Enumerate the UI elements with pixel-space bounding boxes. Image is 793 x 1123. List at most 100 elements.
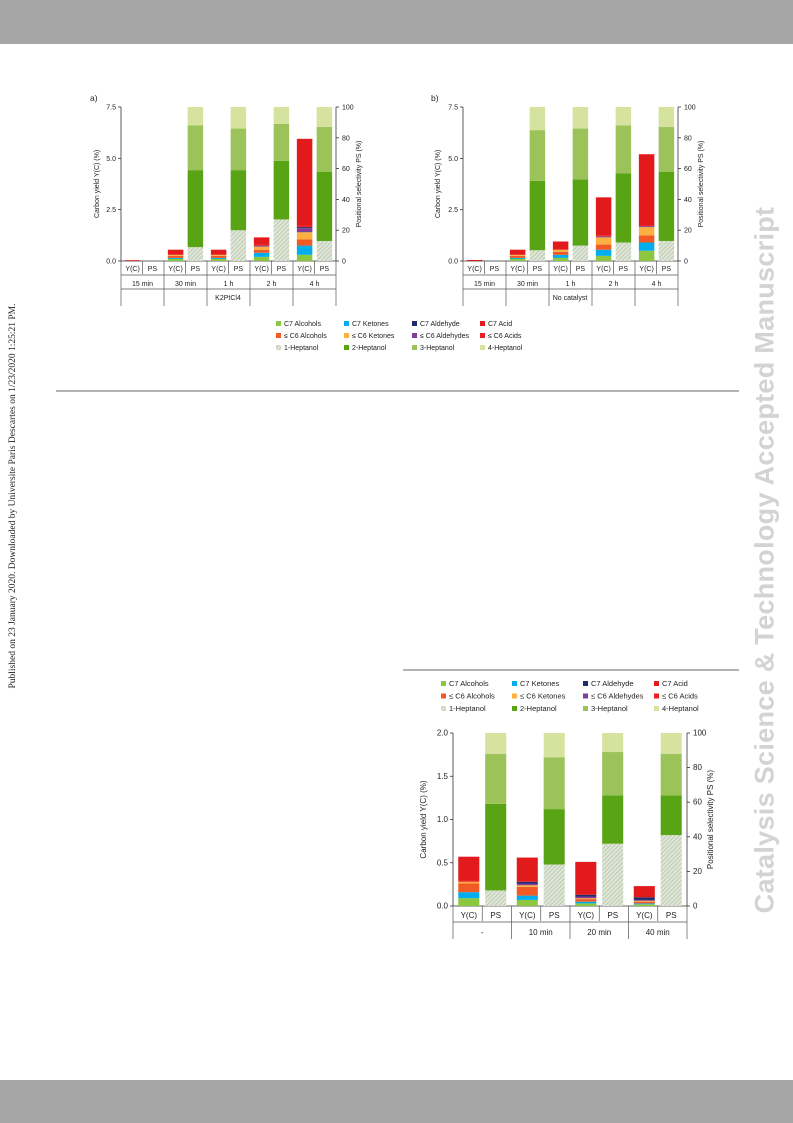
yield-bar-segment bbox=[167, 254, 184, 256]
y2-tick-label: 100 bbox=[342, 105, 354, 112]
y2-tick-label: 80 bbox=[342, 135, 350, 142]
legend-label: C7 Alcohols bbox=[449, 679, 489, 688]
selectivity-bar-segment bbox=[602, 752, 624, 796]
yield-bar-segment bbox=[638, 242, 655, 251]
legend-label: ≤ C6 Ketones bbox=[520, 692, 566, 701]
legend-label: 4-Heptanol bbox=[488, 345, 523, 352]
yield-bar-segment bbox=[458, 883, 480, 893]
selectivity-bar-segment bbox=[316, 127, 333, 172]
yield-bar-segment bbox=[296, 239, 313, 246]
legend-swatch bbox=[412, 333, 417, 338]
group-label: 40 min bbox=[646, 928, 670, 937]
selectivity-bar-segment bbox=[230, 128, 247, 171]
yield-bar-segment bbox=[638, 154, 655, 226]
selectivity-bar-segment bbox=[273, 219, 290, 261]
yield-bar-segment bbox=[575, 861, 597, 895]
bar-label-yield: Y(C) bbox=[467, 266, 481, 273]
yield-bar-segment bbox=[516, 895, 538, 900]
group-label: 2 h bbox=[609, 281, 619, 288]
selectivity-bar-segment bbox=[485, 803, 507, 891]
y2-tick-label: 40 bbox=[693, 832, 702, 841]
yield-bar-segment bbox=[638, 250, 655, 261]
y-tick-label: 2.5 bbox=[106, 207, 116, 214]
yield-bar-segment bbox=[509, 255, 526, 258]
y2-tick-label: 100 bbox=[693, 729, 707, 738]
y2-tick-label: 60 bbox=[684, 166, 692, 173]
bar-label-yield: Y(C) bbox=[254, 266, 268, 273]
yield-bar-segment bbox=[210, 258, 227, 261]
group-label: - bbox=[481, 928, 484, 937]
yield-bar-segment bbox=[253, 237, 270, 245]
y2-tick-label: 80 bbox=[693, 763, 702, 772]
bar-label-ps: PS bbox=[490, 266, 500, 273]
yield-bar-segment bbox=[253, 252, 270, 257]
legend-label: ≤ C6 Alcohols bbox=[284, 333, 327, 340]
y2-tick-label: 0 bbox=[693, 902, 698, 911]
yield-bar-segment bbox=[296, 228, 313, 233]
group-label: 4 h bbox=[652, 281, 662, 288]
selectivity-bar-segment bbox=[485, 753, 507, 804]
bottom-band bbox=[0, 1080, 793, 1123]
bar-label-ps: PS bbox=[320, 266, 330, 273]
group-label: 2 h bbox=[267, 281, 277, 288]
bar-label-yield: Y(C) bbox=[297, 266, 311, 273]
bar-label-ps: PS bbox=[666, 911, 677, 920]
legend-swatch bbox=[276, 345, 281, 350]
yield-bar-segment bbox=[296, 227, 313, 229]
legend-label: ≤ C6 Aldehydes bbox=[591, 692, 644, 701]
yield-bar-segment bbox=[458, 892, 480, 899]
selectivity-bar-segment bbox=[543, 757, 565, 810]
y-axis-title: Carbon yield Y(C) (%) bbox=[435, 150, 442, 218]
selectivity-bar-segment bbox=[273, 107, 290, 124]
selectivity-bar-segment bbox=[316, 240, 333, 261]
legend-swatch bbox=[276, 321, 281, 326]
yield-bar-segment bbox=[633, 900, 655, 902]
legend-swatch bbox=[512, 706, 517, 711]
panel-label: a) bbox=[90, 93, 98, 103]
selectivity-bar-segment bbox=[543, 809, 565, 865]
bar-label-ps: PS bbox=[662, 266, 672, 273]
y-tick-label: 0.0 bbox=[448, 259, 458, 266]
selectivity-bar-segment bbox=[658, 107, 675, 128]
group-label: 10 min bbox=[529, 928, 553, 937]
bar-label-ps: PS bbox=[234, 266, 244, 273]
yield-bar-segment bbox=[458, 881, 480, 884]
selectivity-bar-segment bbox=[529, 250, 546, 261]
yield-bar-segment bbox=[516, 886, 538, 896]
legend-label: 1-Heptanol bbox=[449, 704, 486, 713]
y-axis-title: Carbon yield Y(C) (%) bbox=[94, 150, 101, 218]
legend-label: ≤ C6 Aldehydes bbox=[420, 333, 469, 340]
y-tick-label: 7.5 bbox=[106, 105, 116, 112]
yield-bar-segment bbox=[633, 904, 655, 906]
y-tick-label: 2.0 bbox=[437, 729, 449, 738]
selectivity-bar-segment bbox=[658, 127, 675, 172]
selectivity-bar-segment bbox=[230, 170, 247, 231]
bar-label-yield: Y(C) bbox=[519, 911, 536, 920]
y2-axis-title: Positional selectivity PS (%) bbox=[706, 770, 715, 869]
yield-bar-segment bbox=[633, 897, 655, 900]
legend-swatch bbox=[344, 345, 349, 350]
selectivity-bar-segment bbox=[529, 107, 546, 131]
y-tick-label: 5.0 bbox=[448, 156, 458, 163]
y2-tick-label: 80 bbox=[684, 135, 692, 142]
legend-swatch bbox=[583, 693, 588, 699]
yield-bar-segment bbox=[595, 249, 612, 256]
yield-bar-segment bbox=[210, 254, 227, 256]
yield-bar-segment bbox=[575, 901, 597, 904]
selectivity-bar-segment bbox=[615, 107, 632, 126]
yield-bar-segment bbox=[638, 227, 655, 236]
bar-label-ps: PS bbox=[576, 266, 586, 273]
panel-footer-label: No catalyst bbox=[553, 295, 588, 302]
selectivity-bar-segment bbox=[529, 180, 546, 251]
legend-label: 3-Heptanol bbox=[591, 704, 628, 713]
yield-bar-segment bbox=[253, 245, 270, 247]
legend-label: 3-Heptanol bbox=[420, 345, 455, 352]
yield-bar-segment bbox=[552, 254, 569, 258]
y2-axis-title: Positional selectivity PS (%) bbox=[356, 141, 363, 228]
yield-bar-segment bbox=[575, 898, 597, 900]
legend-label: C7 Aldehyde bbox=[420, 321, 460, 328]
selectivity-bar-segment bbox=[660, 795, 682, 836]
yield-bar-segment bbox=[296, 254, 313, 261]
group-label: 15 min bbox=[474, 281, 495, 288]
yield-bar-segment bbox=[458, 898, 480, 906]
